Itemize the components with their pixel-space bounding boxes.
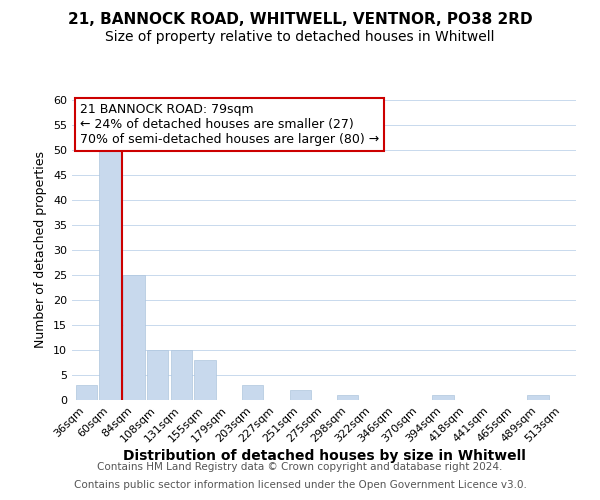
Text: 21 BANNOCK ROAD: 79sqm
← 24% of detached houses are smaller (27)
70% of semi-det: 21 BANNOCK ROAD: 79sqm ← 24% of detached… xyxy=(80,103,379,146)
Bar xyxy=(527,395,548,400)
Text: Size of property relative to detached houses in Whitwell: Size of property relative to detached ho… xyxy=(105,30,495,44)
Bar xyxy=(194,360,216,400)
Text: 21, BANNOCK ROAD, WHITWELL, VENTNOR, PO38 2RD: 21, BANNOCK ROAD, WHITWELL, VENTNOR, PO3… xyxy=(68,12,532,28)
Text: Contains public sector information licensed under the Open Government Licence v3: Contains public sector information licen… xyxy=(74,480,526,490)
Bar xyxy=(337,395,358,400)
Bar xyxy=(147,350,168,400)
Bar xyxy=(76,385,97,400)
Y-axis label: Number of detached properties: Number of detached properties xyxy=(34,152,47,348)
Bar xyxy=(170,350,192,400)
Bar xyxy=(100,150,121,400)
Bar xyxy=(123,275,145,400)
Bar xyxy=(432,395,454,400)
X-axis label: Distribution of detached houses by size in Whitwell: Distribution of detached houses by size … xyxy=(122,450,526,464)
Bar xyxy=(290,390,311,400)
Text: Contains HM Land Registry data © Crown copyright and database right 2024.: Contains HM Land Registry data © Crown c… xyxy=(97,462,503,472)
Bar xyxy=(242,385,263,400)
